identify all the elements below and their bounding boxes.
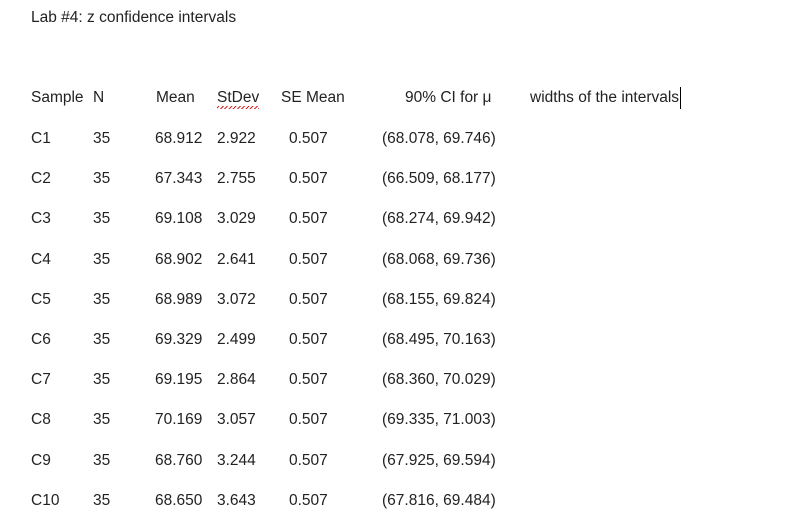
table-cell: 0.507 (289, 331, 328, 348)
table-cell: 35 (93, 290, 111, 308)
table-cell: 68.650 (155, 491, 203, 509)
column-header: StDev (217, 89, 260, 106)
document-title: Lab #4: z confidence intervals (31, 9, 237, 26)
table-cell: (68.068, 69.736) (382, 250, 496, 268)
table-cell: 0.507 (289, 491, 328, 509)
table-cell: C7 (31, 371, 51, 389)
table-cell: 3.244 (217, 451, 256, 469)
table-cell: (68.274, 69.942) (382, 210, 496, 228)
table-cell: 68.902 (155, 250, 203, 268)
table-cell: C6 (31, 331, 51, 348)
column-header: SE Mean (281, 89, 345, 106)
table-cell: 68.912 (155, 130, 203, 147)
table-cell: 3.072 (217, 290, 256, 308)
table-cell: 2.641 (217, 250, 256, 268)
table-cell: (68.360, 70.029) (382, 371, 496, 389)
table-cell: C10 (31, 491, 60, 509)
table-cell: (68.155, 69.824) (382, 290, 496, 308)
text-cursor (680, 87, 682, 109)
column-header: 90% CI for μ (405, 89, 492, 106)
table-cell: 35 (93, 210, 111, 228)
table-cell: 35 (93, 170, 111, 188)
table-cell: C8 (31, 411, 51, 429)
table-cell: 69.329 (155, 331, 203, 348)
table-cell: C5 (31, 290, 51, 308)
table-cell: 35 (93, 411, 111, 429)
table-cell: 3.057 (217, 411, 256, 429)
table-cell: 0.507 (289, 411, 328, 429)
table-cell: 68.989 (155, 290, 203, 308)
table-cell: 0.507 (289, 250, 328, 268)
table-cell: 35 (93, 130, 111, 147)
column-header: N (93, 89, 105, 106)
table-cell: 0.507 (289, 451, 328, 469)
column-header: Sample (31, 89, 84, 106)
table-cell: C3 (31, 210, 51, 228)
spell-check-underline (217, 106, 260, 109)
table-cell: 2.864 (217, 371, 256, 389)
table-cell: C4 (31, 250, 51, 268)
table-cell: C2 (31, 170, 51, 188)
table-cell: 35 (93, 331, 111, 348)
table-cell: 0.507 (289, 170, 328, 188)
table-cell: 69.108 (155, 210, 203, 228)
column-header: widths of the intervals (530, 89, 680, 106)
table-cell: (68.078, 69.746) (382, 130, 496, 147)
table-cell: 2.499 (217, 331, 256, 348)
table-cell: 35 (93, 451, 111, 469)
table-cell: (68.495, 70.163) (382, 331, 496, 348)
table-cell: 70.169 (155, 411, 203, 429)
table-cell: 2.922 (217, 130, 256, 147)
table-cell: (66.509, 68.177) (382, 170, 496, 188)
table-cell: 35 (93, 250, 111, 268)
table-cell: 35 (93, 371, 111, 389)
table-cell: 3.643 (217, 491, 256, 509)
table-cell: 0.507 (289, 371, 328, 389)
table-cell: C9 (31, 451, 51, 469)
table-cell: 3.029 (217, 210, 256, 228)
column-header: Mean (156, 89, 195, 106)
table-cell: 0.507 (289, 290, 328, 308)
table-cell: 0.507 (289, 130, 328, 147)
table-cell: (67.816, 69.484) (382, 491, 496, 509)
table-cell: 35 (93, 491, 111, 509)
table-cell: (69.335, 71.003) (382, 411, 496, 429)
table-cell: 68.760 (155, 451, 203, 469)
table-cell: 0.507 (289, 210, 328, 228)
table-cell: (67.925, 69.594) (382, 451, 496, 469)
table-cell: C1 (31, 130, 51, 147)
table-cell: 2.755 (217, 170, 256, 188)
table-cell: 69.195 (155, 371, 203, 389)
table-cell: 67.343 (155, 170, 203, 188)
